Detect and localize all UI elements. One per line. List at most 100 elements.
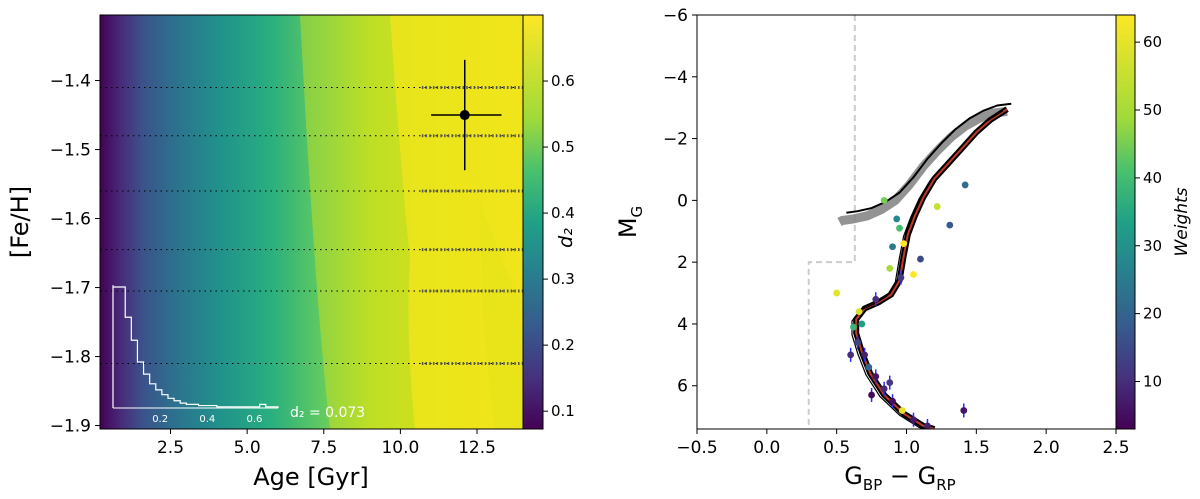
heatmap-bands [300, 15, 523, 429]
cmd-y-tick-label: 0 [677, 191, 688, 211]
left-colorbar [522, 14, 544, 430]
star-point [872, 295, 880, 303]
left-colorbar-tick-label: 0.3 [551, 270, 575, 288]
weights-colorbar-label: Weights [1172, 187, 1192, 256]
agb-band [837, 106, 1008, 226]
selection-boundary [807, 15, 856, 429]
left-y-tick-label: −1.8 [50, 348, 91, 368]
star-point [880, 385, 888, 393]
cmd-x-tick-label: 0.5 [823, 438, 850, 458]
weights-colorbar [1115, 14, 1136, 430]
left-x-tick-label: 5.0 [234, 438, 261, 458]
cmd-x-tick-label: 2.5 [1102, 438, 1129, 458]
left-x-tick-label: 12.5 [458, 438, 496, 458]
weights-colorbar-tick-label: 20 [1143, 305, 1162, 323]
star-point [833, 289, 841, 297]
left-colorbar-tick-label: 0.5 [551, 138, 575, 156]
star-point [924, 422, 931, 429]
star-point [946, 221, 954, 229]
weights-colorbar-tick-label: 40 [1143, 169, 1162, 187]
left-colorbar-ticks: 0.1 0.2 0.3 0.4 0.5 0.6 [543, 72, 575, 420]
right-y-ticks: −6 −4 −2 0 2 4 6 [663, 6, 697, 397]
star-point [880, 196, 888, 204]
star-point [847, 351, 855, 359]
left-y-tick-label: −1.5 [50, 141, 91, 161]
rgb-track-shadow [851, 110, 1004, 429]
left-y-tick-label: −1.4 [50, 72, 91, 92]
cmd-y-tick-label: 2 [677, 253, 688, 273]
star-point [850, 323, 857, 331]
cmd-x-tick-label: 2.0 [1033, 438, 1060, 458]
weights-colorbar-tick-label: 30 [1143, 237, 1162, 255]
isochrone-tracks [837, 102, 1012, 429]
cmd-y-label: MG [614, 206, 646, 238]
cmd-x-label: GBP − GRP [844, 462, 955, 494]
left-y-tick-label: −1.9 [50, 417, 91, 437]
star-point [893, 215, 901, 223]
left-colorbar-tick-label: 0.2 [551, 336, 575, 354]
left-x-tick-label: 7.5 [310, 438, 337, 458]
star-point [917, 255, 924, 263]
inset-histogram: 0.2 0.4 0.6 [112, 285, 279, 425]
rgb-track [855, 108, 1008, 429]
star-point [910, 416, 917, 424]
left-y-label: [Fe/H] [6, 186, 34, 258]
left-x-tick-label: 2.5 [157, 438, 184, 458]
star-point [861, 351, 868, 359]
weights-colorbar-ticks: 10 20 30 40 50 60 [1135, 33, 1162, 390]
star-point [858, 320, 866, 328]
cmd-y-tick-label: 6 [677, 377, 688, 397]
left-colorbar-tick-label: 0.6 [551, 72, 575, 90]
left-y-ticks: −1.4 −1.5 −1.6 −1.7 −1.8 −1.9 [50, 72, 100, 437]
metallicity-grid-lines [100, 85, 523, 365]
star-point [886, 379, 894, 387]
left-x-tick-label: 10.0 [381, 438, 419, 458]
weights-colorbar-tick-label: 60 [1143, 33, 1162, 51]
d2-annotation: d₂ = 0.073 [290, 405, 365, 421]
cmd-panel: −0.5 0.0 0.5 1.0 1.5 2.0 2.5 −6 −4 −2 0 2 4 6 GBP − … [614, 6, 1192, 494]
star-point [897, 274, 905, 282]
right-x-ticks: −0.5 0.0 0.5 1.0 1.5 2.0 2.5 [676, 429, 1130, 458]
left-colorbar-tick-label: 0.1 [551, 402, 575, 420]
inset-tick-label: 0.2 [152, 414, 168, 425]
star-point [960, 407, 968, 414]
cmd-axes-bg [697, 15, 1116, 429]
cmd-y-tick-label: 4 [677, 315, 688, 335]
inset-tick-label: 0.4 [199, 414, 215, 425]
star-point [886, 264, 894, 272]
left-colorbar-tick-label: 0.4 [551, 204, 575, 222]
star-points [833, 181, 969, 429]
inset-histogram-steps [112, 286, 279, 408]
cmd-y-tick-label: −4 [663, 68, 688, 88]
cmd-y-tick-label: −2 [663, 130, 688, 150]
star-point [872, 373, 880, 380]
best-fit-point [459, 110, 470, 121]
best-fit-marker [431, 59, 502, 171]
star-point [900, 240, 908, 248]
cmd-x-tick-label: 1.0 [893, 438, 920, 458]
left-y-tick-label: −1.7 [50, 279, 91, 299]
star-point [889, 243, 896, 251]
star-point [855, 308, 863, 315]
left-colorbar-label: d₂ [555, 228, 577, 248]
isochrone-line [846, 102, 1012, 214]
star-point [961, 181, 969, 189]
left-x-label: Age [Gyr] [253, 463, 368, 491]
star-point [933, 203, 941, 210]
star-point [910, 271, 917, 278]
star-point [898, 407, 906, 414]
weights-colorbar-tick-label: 10 [1143, 372, 1162, 390]
cmd-y-tick-label: −6 [663, 6, 688, 26]
left-y-tick-label: −1.6 [50, 210, 91, 230]
star-point [896, 224, 903, 232]
inset-tick-label: 0.6 [246, 414, 262, 425]
age-metallicity-panel: 0.2 0.4 0.6 d₂ = 0.073 2.5 5.0 7.5 10.0 12.5 −… [6, 14, 577, 491]
weights-colorbar-tick-label: 50 [1143, 101, 1162, 119]
star-point [854, 339, 862, 346]
star-point [868, 391, 875, 399]
cmd-x-tick-label: 1.5 [963, 438, 990, 458]
star-point [865, 363, 873, 371]
star-point [889, 397, 896, 405]
left-x-ticks: 2.5 5.0 7.5 10.0 12.5 [157, 429, 496, 458]
